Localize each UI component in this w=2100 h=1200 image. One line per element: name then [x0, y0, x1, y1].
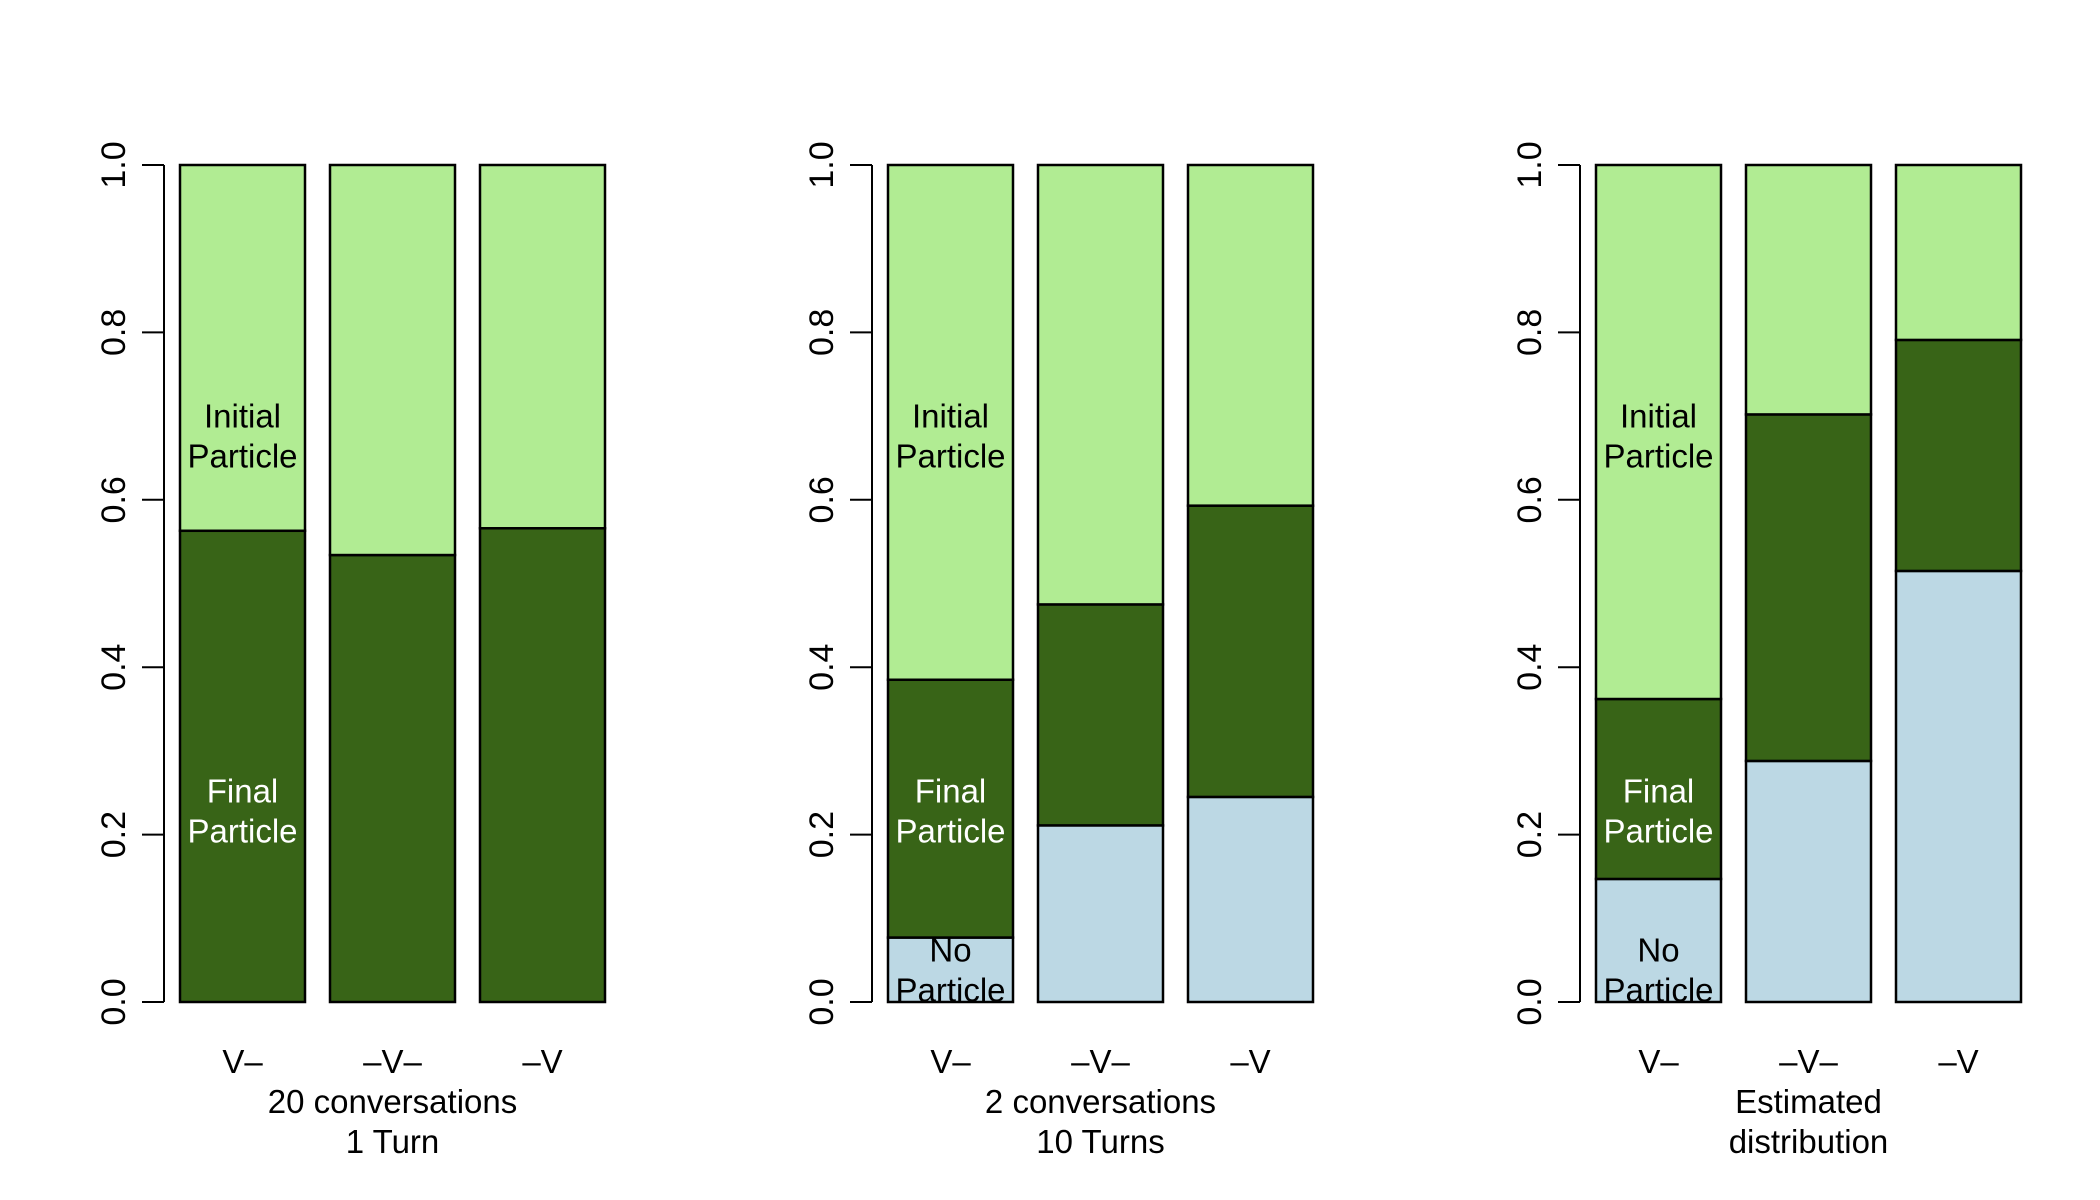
- x-tick-label: –V: [522, 1043, 562, 1080]
- y-tick-label: 0.4: [1511, 644, 1549, 691]
- segment-annotation: Final: [1623, 772, 1695, 809]
- x-axis-label: 10 Turns: [1036, 1123, 1164, 1160]
- bar-segment-initial-particle: [1036, 163, 1165, 606]
- bar-segment-no-particle: [1186, 795, 1315, 1004]
- segment-annotation: Particle: [1603, 438, 1713, 475]
- bar-segment-final-particle: [1744, 413, 1873, 763]
- segment-annotation: Initial: [1620, 398, 1697, 435]
- segment-annotation: Final: [207, 772, 279, 809]
- x-axis-label: 20 conversations: [268, 1083, 517, 1120]
- x-tick-label: V–: [222, 1043, 263, 1080]
- bar-segment-final-particle: [1036, 603, 1165, 827]
- x-tick-label: –V–: [363, 1043, 422, 1080]
- y-tick-label: 0.0: [95, 978, 133, 1025]
- y-tick-label: 0.8: [1511, 309, 1549, 356]
- bar-segment-final-particle: [1594, 697, 1723, 881]
- y-tick-label: 0.0: [803, 978, 841, 1025]
- segment-annotation: Particle: [187, 812, 297, 849]
- x-tick-label: –V: [1938, 1043, 1978, 1080]
- y-tick-label: 0.0: [1511, 978, 1549, 1025]
- x-tick-label: –V: [1230, 1043, 1270, 1080]
- bar-segment-initial-particle: [328, 163, 457, 557]
- segment-annotation: Particle: [187, 438, 297, 475]
- chart-panel-1: 0.00.20.40.60.81.0InitialParticleFinalPa…: [95, 141, 607, 1160]
- bar-segment-final-particle: [1894, 338, 2023, 573]
- x-tick-label: –V–: [1779, 1043, 1838, 1080]
- y-tick-label: 0.6: [803, 476, 841, 523]
- y-tick-label: 0.6: [95, 476, 133, 523]
- bar-segment-no-particle: [1894, 569, 2023, 1004]
- bar-segment-no-particle: [1744, 759, 1873, 1004]
- y-tick-label: 0.2: [1511, 811, 1549, 858]
- segment-annotation: No: [1637, 932, 1679, 969]
- segment-annotation: Particle: [895, 812, 1005, 849]
- y-tick-label: 1.0: [95, 141, 133, 188]
- y-tick-label: 1.0: [1511, 141, 1549, 188]
- x-axis-label: Estimated: [1735, 1083, 1882, 1120]
- segment-annotation: No: [929, 932, 971, 969]
- segment-annotation: Initial: [204, 398, 281, 435]
- segment-annotation: Final: [915, 772, 987, 809]
- y-tick-label: 0.4: [95, 644, 133, 691]
- bar-segment-final-particle: [1186, 504, 1315, 799]
- bar-segment-final-particle: [886, 678, 1015, 939]
- bar-segment-initial-particle: [178, 163, 307, 533]
- segment-annotation: Initial: [912, 398, 989, 435]
- segment-annotation: Particle: [895, 972, 1005, 1009]
- x-tick-label: –V–: [1071, 1043, 1130, 1080]
- x-tick-label: V–: [1638, 1043, 1679, 1080]
- bar-segment-final-particle: [478, 527, 607, 1004]
- segment-annotation: Particle: [1603, 812, 1713, 849]
- bar-segment-initial-particle: [478, 163, 607, 530]
- bar-segment-final-particle: [328, 553, 457, 1004]
- y-tick-label: 0.6: [1511, 476, 1549, 523]
- bar-segment-no-particle: [886, 936, 1015, 1004]
- y-tick-label: 0.8: [95, 309, 133, 356]
- y-tick-label: 0.2: [95, 811, 133, 858]
- segment-annotation: Particle: [895, 438, 1005, 475]
- y-tick-label: 1.0: [803, 141, 841, 188]
- x-axis-label: distribution: [1729, 1123, 1889, 1160]
- y-tick-label: 0.2: [803, 811, 841, 858]
- bar-segment-final-particle: [178, 529, 307, 1004]
- bar-segment-initial-particle: [1186, 163, 1315, 507]
- chart-panel-2: 0.00.20.40.60.81.0InitialParticleFinalPa…: [803, 141, 1315, 1160]
- segment-annotation: Particle: [1603, 972, 1713, 1009]
- chart-panel-3: 0.00.20.40.60.81.0InitialParticleFinalPa…: [1511, 141, 2023, 1160]
- bar-segment-initial-particle: [886, 163, 1015, 682]
- x-axis-label: 2 conversations: [985, 1083, 1216, 1120]
- bar-segment-no-particle: [1036, 824, 1165, 1004]
- bar-segment-initial-particle: [1594, 163, 1723, 701]
- x-tick-label: V–: [930, 1043, 971, 1080]
- y-tick-label: 0.4: [803, 644, 841, 691]
- bar-segment-initial-particle: [1744, 163, 1873, 416]
- bar-segment-initial-particle: [1894, 163, 2023, 342]
- x-axis-label: 1 Turn: [346, 1123, 440, 1160]
- y-tick-label: 0.8: [803, 309, 841, 356]
